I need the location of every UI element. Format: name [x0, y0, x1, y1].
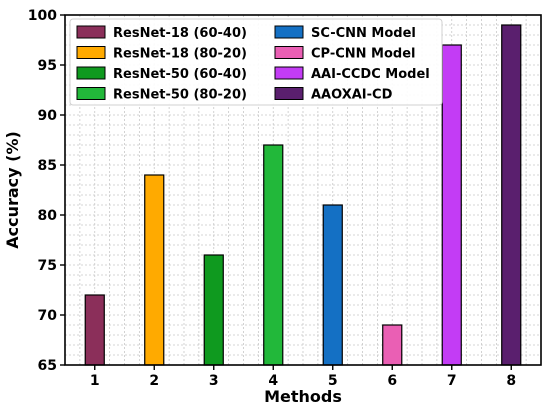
x-tick-label: 6 [387, 373, 397, 389]
legend-swatch [274, 46, 304, 59]
x-tick-label: 5 [328, 373, 338, 389]
x-tick-label: 7 [447, 373, 457, 389]
bar [263, 144, 284, 366]
bar [322, 204, 343, 366]
legend-swatch [274, 66, 304, 80]
y-tick-label: 95 [38, 58, 57, 74]
x-tick-label: 4 [268, 373, 278, 389]
bar [144, 174, 165, 366]
y-axis-ticks: 65 70 75 80 85 90 95 100 [28, 8, 65, 374]
legend-label: AAI-CCDC Model [311, 67, 430, 82]
y-tick-label: 70 [38, 308, 58, 324]
y-tick-label: 85 [38, 158, 57, 174]
legend-swatch [76, 87, 106, 100]
legend-label: ResNet-18 (60-40) [113, 26, 247, 41]
bar [203, 254, 224, 366]
y-tick-label: 65 [38, 358, 57, 374]
x-axis-title: Methods [264, 387, 342, 406]
x-tick-label: 8 [506, 373, 516, 389]
y-tick-label: 100 [28, 8, 57, 24]
x-tick-label: 3 [209, 373, 219, 389]
legend: ResNet-18 (60-40) ResNet-18 (80-20) ResNet… [69, 18, 443, 106]
bar [441, 44, 462, 366]
legend-label: AAOXAI-CD [311, 88, 393, 103]
legend-swatch [274, 87, 304, 100]
y-tick-label: 75 [38, 258, 57, 274]
x-tick-label: 1 [90, 373, 100, 389]
legend-label: ResNet-50 (60-40) [113, 67, 247, 82]
y-axis-title: Accuracy (%) [3, 131, 22, 249]
legend-label: ResNet-18 (80-20) [113, 47, 247, 62]
plot-frame [64, 14, 542, 366]
legend-swatch [76, 25, 106, 39]
y-tick-label: 80 [38, 208, 58, 224]
bar [382, 324, 403, 366]
bar [84, 294, 105, 366]
bar [501, 24, 522, 366]
legend-box [69, 18, 443, 106]
legend-swatch [76, 66, 106, 80]
legend-label: ResNet-50 (80-20) [113, 88, 247, 103]
legend-swatch [274, 25, 304, 39]
legend-label: CP-CNN Model [311, 47, 416, 62]
y-tick-label: 90 [38, 108, 58, 124]
x-tick-label: 2 [149, 373, 159, 389]
legend-label: SC-CNN Model [311, 26, 416, 41]
legend-swatch [76, 46, 106, 59]
x-axis-ticks: 1 2 3 4 5 6 7 8 [90, 365, 516, 389]
